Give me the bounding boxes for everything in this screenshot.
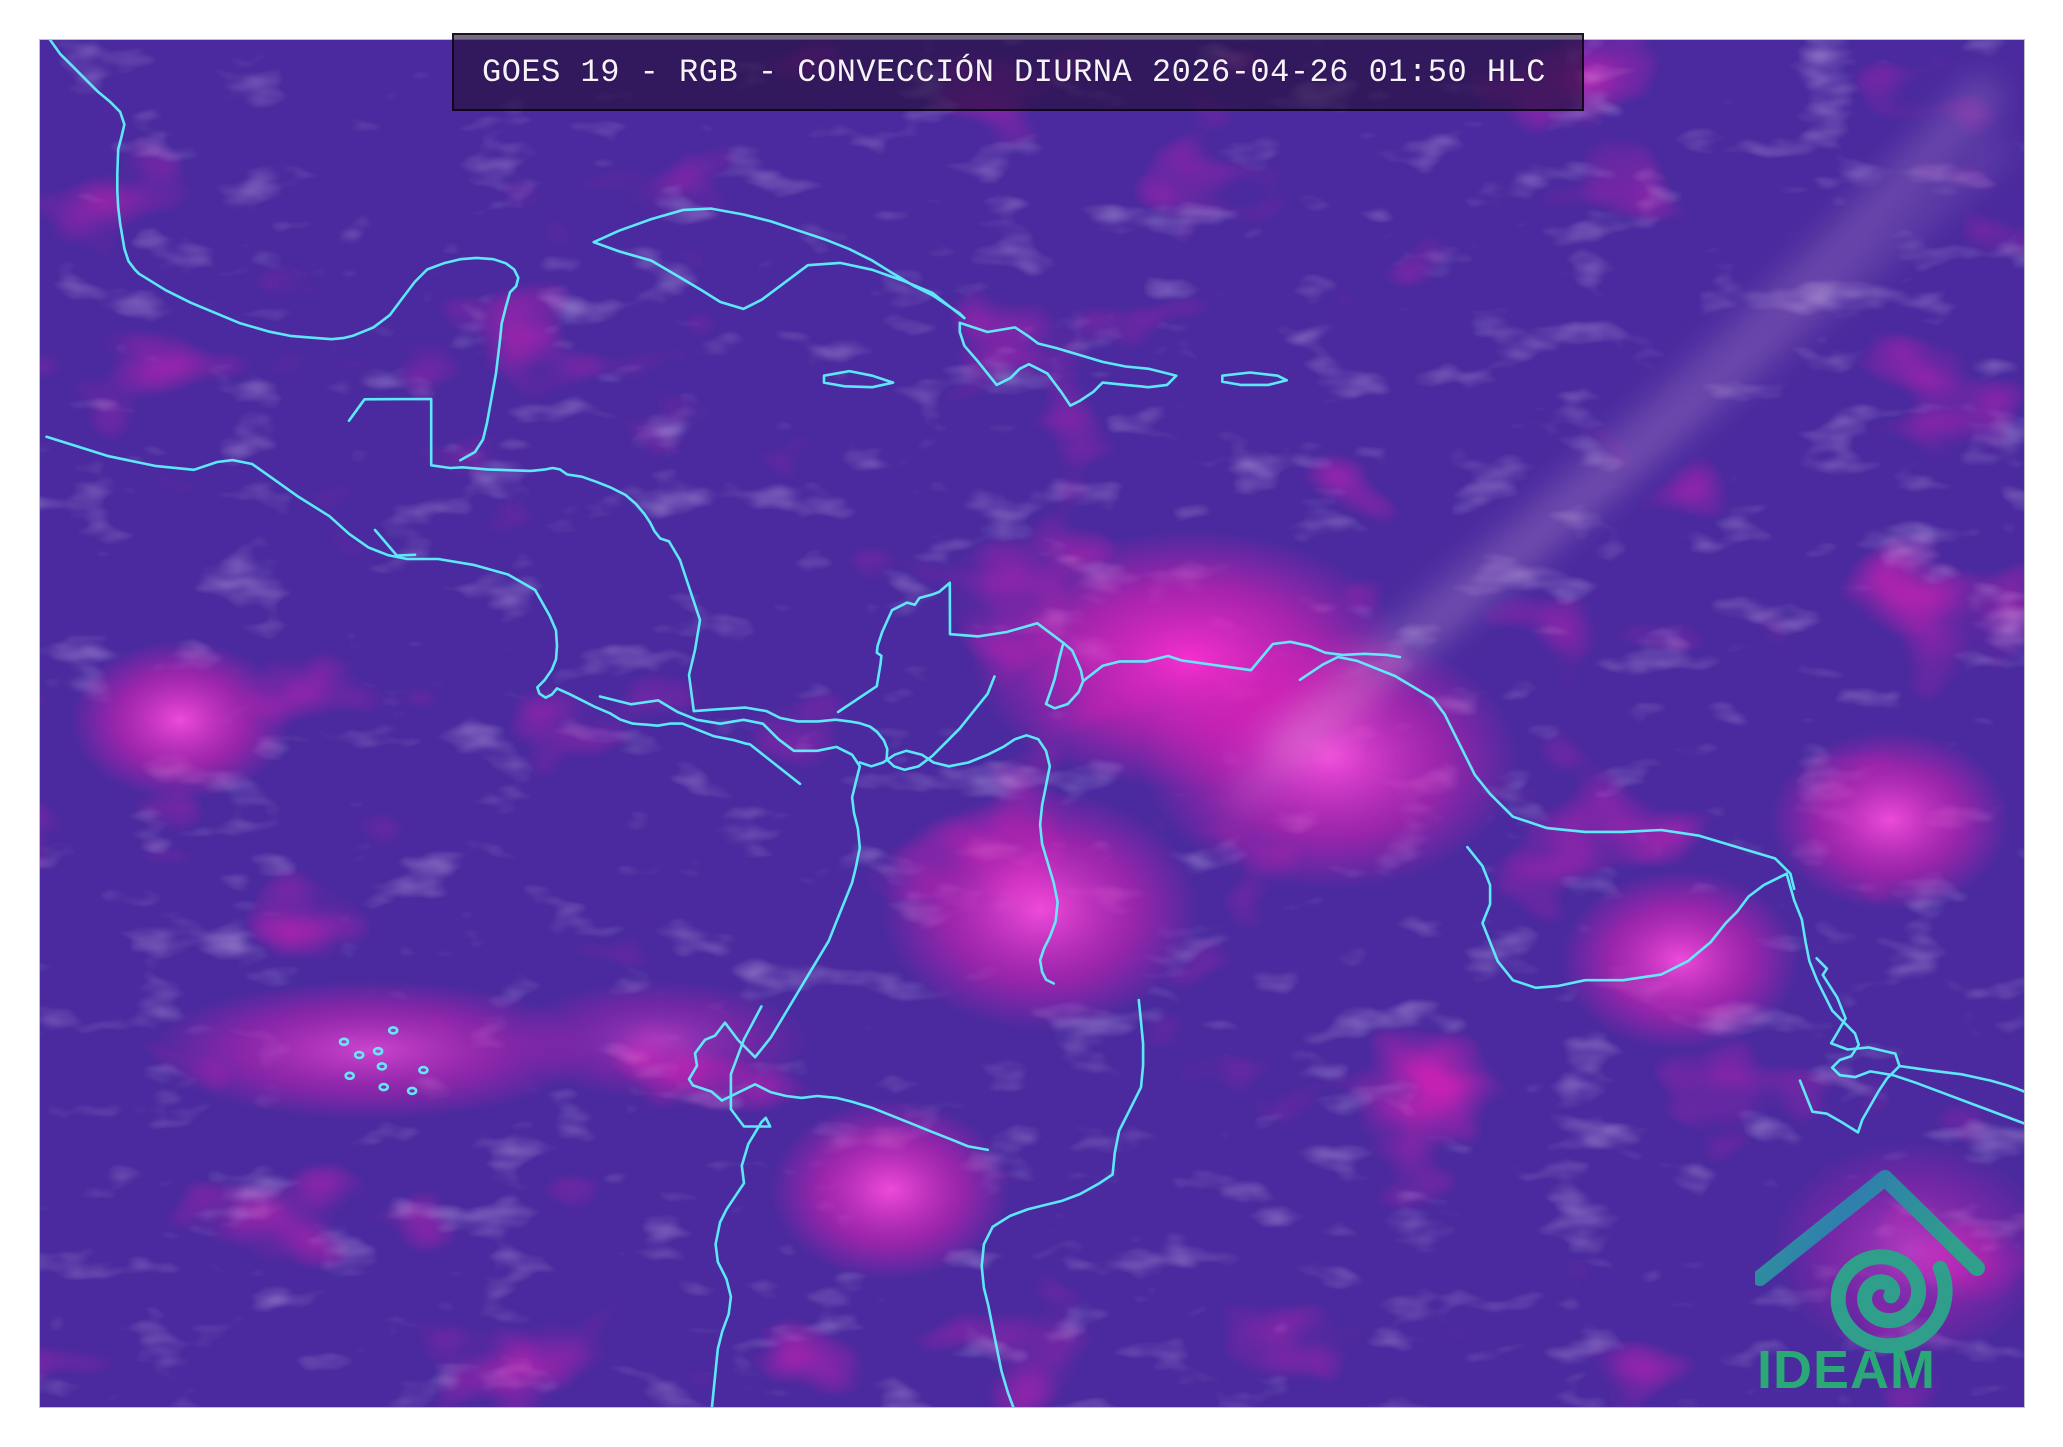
svg-text:IDEAM: IDEAM <box>1757 1340 1936 1395</box>
